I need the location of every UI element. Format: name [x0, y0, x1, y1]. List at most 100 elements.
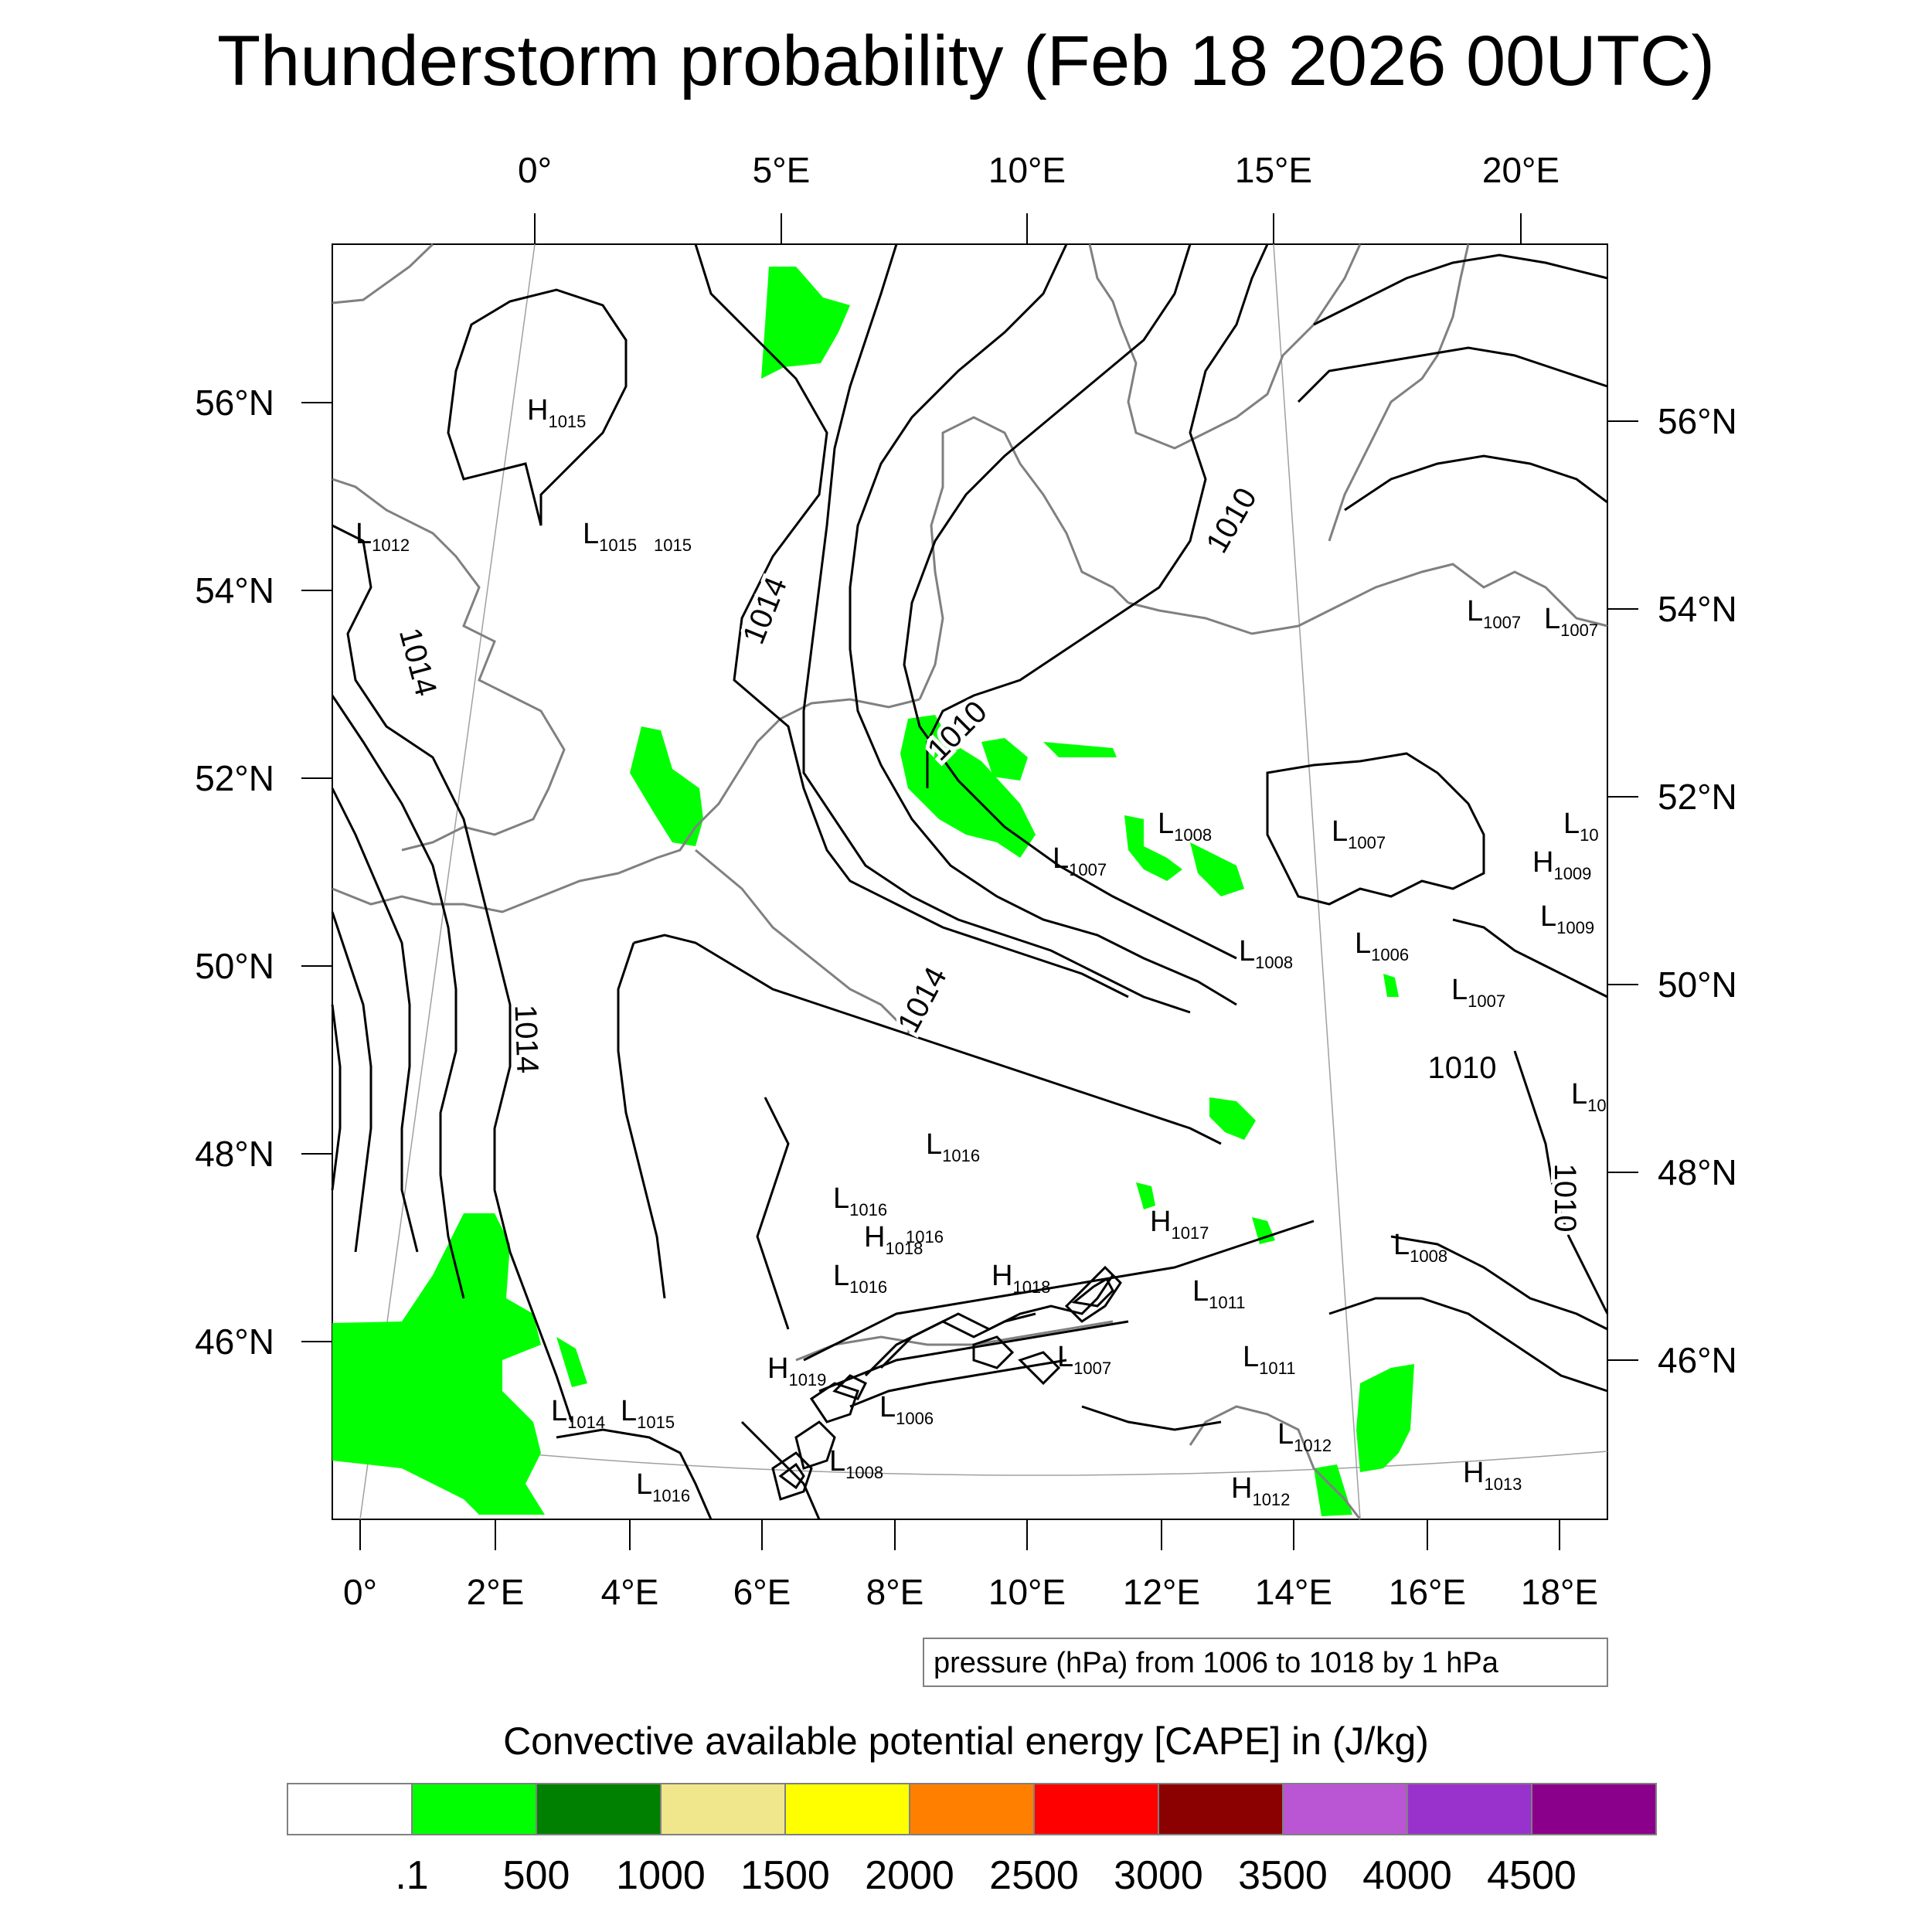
coast-scotland-england: [332, 478, 566, 852]
isobar-alps-1: [803, 1219, 1315, 1362]
pressure-center: H1013: [1463, 1457, 1522, 1494]
isobar-west-5: [331, 1004, 342, 1191]
isobar-central-2: [617, 942, 666, 1299]
colorbar-box: [1033, 1783, 1159, 1835]
isobar-east-3: [1344, 454, 1608, 512]
isobar-north-3: [849, 243, 1237, 1006]
pressure-center: L1007: [1451, 974, 1505, 1011]
right-lat-axis: 56°N 54°N 52°N 50°N 48°N 46°N: [1607, 401, 1737, 1380]
isobar-north-1: [694, 243, 1129, 998]
right-tick-label: 46°N: [1658, 1340, 1737, 1380]
bottom-lon-axis: 0° 2°E 4°E 6°E 8°E 10°E 12°E 14°E 16°E 1…: [343, 1519, 1598, 1612]
isobars: [331, 243, 1609, 1520]
pressure-center: H1019: [767, 1352, 826, 1389]
isobar-east-2: [1313, 253, 1608, 326]
isobar-southeast-1: [1328, 1297, 1608, 1393]
cape-area-germany-1: [900, 715, 1036, 858]
pressure-center: 1015: [654, 536, 692, 555]
cape-area-northsea: [761, 267, 850, 379]
pressure-caption: pressure (hPa) from 1006 to 1018 by 1 hP…: [934, 1647, 1499, 1679]
isobar-label: 1014: [508, 1004, 544, 1073]
coast-britain-east: [332, 243, 434, 304]
isobar-high-1015-ring: [447, 288, 628, 526]
right-tick-label: 54°N: [1658, 589, 1737, 629]
pressure-caption-frame: [923, 1638, 1608, 1687]
bottom-tick-label: 10°E: [988, 1572, 1066, 1612]
pressure-centers: H1015 L1012 L1015 1015 L1007 L1007 L1008…: [355, 394, 1607, 1509]
meridian-15e: [1273, 243, 1361, 1520]
colorbar-box: [1406, 1783, 1532, 1835]
pressure-center: L1015: [621, 1395, 675, 1432]
pressure-center: L1016: [636, 1468, 690, 1505]
bottom-tick-label: 16°E: [1389, 1572, 1466, 1612]
alpine-contour-8: [778, 1462, 805, 1490]
isobar-alps-2: [818, 1320, 1129, 1393]
pressure-center: H1015: [527, 394, 586, 431]
pressure-center: L1006: [879, 1391, 934, 1428]
bottom-tick-label: 4°E: [601, 1572, 659, 1612]
border-italy: [795, 1320, 1114, 1362]
bottom-tick-label: 2°E: [467, 1572, 525, 1612]
alpine-contour-5: [809, 1382, 859, 1423]
left-tick-label: 50°N: [195, 946, 274, 986]
pressure-center: L1008: [829, 1445, 883, 1482]
alpine-contour-3: [1064, 1265, 1122, 1323]
pressure-center: L1006: [1355, 927, 1409, 964]
pressure-center: H1017: [1150, 1206, 1209, 1243]
alpine-contour-2: [879, 1312, 1036, 1369]
cape-area-france: [332, 1213, 545, 1515]
alpine-contour-6: [794, 1420, 836, 1470]
colorbar-label: 1500: [740, 1853, 830, 1898]
colorbar-label: 2000: [865, 1853, 954, 1898]
pressure-center: L1011: [1243, 1341, 1295, 1378]
pressure-center: L1008: [1393, 1229, 1447, 1266]
left-tick-label: 48°N: [195, 1134, 274, 1174]
top-tick-label: 10°E: [988, 150, 1066, 190]
colorbar-title: Convective available potential energy [C…: [503, 1719, 1429, 1763]
colorbar-box: [536, 1783, 662, 1835]
pressure-center: L1007: [1053, 842, 1107, 879]
cape-area-alps: [1136, 1182, 1155, 1209]
pressure-center: L1007: [1332, 815, 1386, 852]
colorbar-box: [784, 1783, 910, 1835]
alpine-contour-10: [972, 1335, 1015, 1369]
left-lat-axis: 56°N 54°N 52°N 50°N 48°N 46°N: [195, 383, 332, 1362]
pressure-center: L10: [1571, 1078, 1607, 1115]
colorbar-label: 3000: [1114, 1853, 1203, 1898]
left-tick-label: 52°N: [195, 758, 274, 798]
right-tick-label: 56°N: [1658, 401, 1737, 441]
isobar-east-low: [1266, 752, 1485, 906]
colorbar-box: [411, 1783, 537, 1835]
alpine-contours: [771, 1265, 1122, 1501]
cape-areas: [332, 267, 1414, 1516]
cape-area-germany-3: [1043, 742, 1117, 757]
colorbar-labels: .1 500 1000 1500 2000 2500 3000 3500 4000 4500: [395, 1853, 1577, 1898]
left-tick-label: 56°N: [195, 383, 274, 423]
colorbar-label: 4000: [1362, 1853, 1452, 1898]
coast-sweden: [1088, 243, 1362, 450]
colorbar-label: .1: [395, 1853, 428, 1898]
isobar-central-1: [633, 934, 1222, 1145]
pressure-center: L1007: [1057, 1341, 1111, 1378]
bottom-tick-label: 8°E: [866, 1572, 924, 1612]
colorbar-box: [1531, 1783, 1657, 1835]
top-tick-label: 5°E: [753, 150, 811, 190]
isobar-west-3: [331, 787, 419, 1253]
isobar-east-ring: [1297, 346, 1608, 403]
right-tick-label: 50°N: [1658, 964, 1737, 1005]
cape-area-czech-1: [1124, 815, 1182, 881]
colorbar-label: 3500: [1238, 1853, 1328, 1898]
border-fr-de: [695, 849, 913, 1037]
pressure-center: L1008: [1239, 935, 1293, 972]
pressure-center: L1012: [355, 518, 410, 555]
isobar-label: 1010: [1548, 1164, 1582, 1233]
isobar-southeast-2: [1390, 1235, 1608, 1331]
colorbar-box: [287, 1783, 413, 1835]
meridian-0: [359, 243, 536, 1520]
top-lon-axis: 0° 5°E 10°E 15°E 20°E: [518, 150, 1560, 244]
right-tick-label: 52°N: [1658, 777, 1737, 817]
bottom-tick-label: 18°E: [1521, 1572, 1598, 1612]
isobar-east-low-2: [1452, 918, 1608, 998]
left-tick-label: 46°N: [195, 1321, 274, 1362]
cape-area-slovakia: [1383, 974, 1399, 997]
